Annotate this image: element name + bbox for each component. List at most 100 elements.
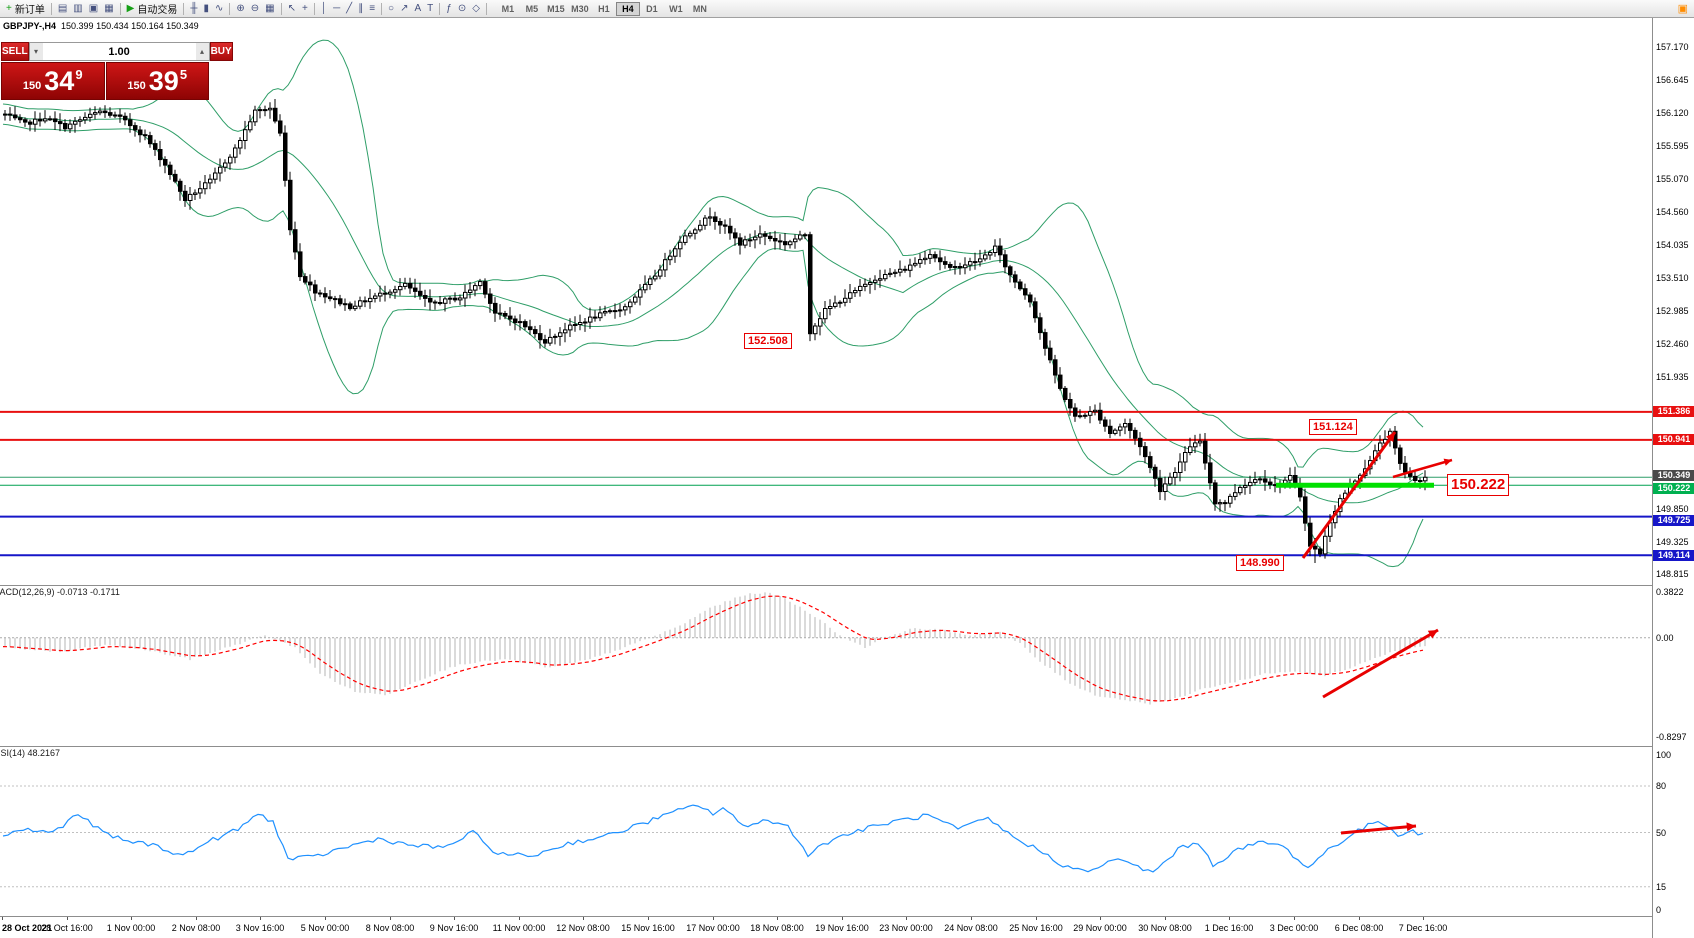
terminal-icon[interactable]: ▦	[101, 1, 116, 17]
time-tick	[325, 917, 326, 920]
time-tick	[842, 917, 843, 920]
timeframe-m30[interactable]: M30	[571, 3, 589, 14]
template-icon[interactable]: ◇	[469, 1, 483, 17]
crosshair-icon[interactable]: +	[299, 1, 311, 17]
time-axis-label: 9 Nov 16:00	[429, 923, 479, 933]
data-window-icon[interactable]: ▥	[70, 1, 85, 17]
text-icon-glyph: A	[414, 2, 422, 14]
zoom-out-icon-glyph: ⊖	[250, 2, 260, 14]
line-chart-icon[interactable]: ∿	[212, 1, 226, 17]
timeframe-h1[interactable]: H1	[598, 3, 610, 14]
time-tick	[131, 917, 132, 920]
price-chart[interactable]	[0, 18, 1652, 585]
timeframe-m5[interactable]: M5	[525, 3, 539, 14]
trend-arrow	[1392, 458, 1453, 479]
text-label-icon[interactable]: T	[424, 1, 436, 17]
volume-increase-button[interactable]: ▴	[195, 43, 209, 60]
toolbar-separator	[229, 2, 231, 15]
time-tick	[260, 917, 261, 920]
macd-signal-line	[2, 595, 1424, 702]
macd-histogram	[4, 592, 1426, 705]
timeframe-h4[interactable]: H4	[615, 1, 640, 16]
cursor-icon-glyph: ↖	[287, 2, 296, 14]
text-label-icon-glyph: T	[427, 2, 434, 14]
time-axis[interactable]: 28 Oct 2021 28 Oct 16:00 1 Nov 00:00 2 Nov …	[0, 917, 1652, 938]
price-callout: 150.222	[1447, 474, 1510, 496]
time-axis-label: 3 Dec 00:00	[1269, 923, 1319, 933]
price-axis[interactable]: 157.170 156.645 156.120 155.595 155.070 154.5…	[1652, 18, 1694, 938]
timeframe-w1[interactable]: W1	[669, 3, 683, 14]
volume-input[interactable]	[42, 43, 196, 60]
time-axis-label: 19 Nov 16:00	[815, 923, 869, 933]
price-tick-label: 154.035	[1656, 240, 1689, 250]
time-tick	[906, 917, 907, 920]
zoom-in-icon[interactable]: ⊕	[233, 1, 247, 17]
periods-icon[interactable]: ⊙	[455, 1, 469, 17]
panel-separator[interactable]	[0, 585, 1694, 586]
navigator-icon-glyph: ▣	[88, 2, 99, 14]
candlestick-chart-icon[interactable]: ▮	[200, 1, 212, 17]
shapes-icon[interactable]: ○	[385, 1, 397, 17]
sell-button[interactable]: SELL	[1, 42, 29, 61]
price-tick-label: 149.850	[1656, 504, 1689, 514]
toolbar-separator	[381, 2, 383, 15]
zoom-in-icon-glyph: ⊕	[236, 2, 245, 14]
toolbar-separator	[280, 2, 282, 15]
terminal-icon-glyph: ▦	[104, 2, 114, 14]
indicators-icon[interactable]: ƒ	[443, 1, 455, 17]
data-window-icon-glyph: ▥	[73, 2, 83, 14]
indicators-icon-glyph: ƒ	[446, 2, 452, 14]
time-axis-label: 8 Nov 08:00	[365, 923, 415, 933]
zoom-out-icon[interactable]: ⊖	[248, 1, 262, 17]
trend-arrow	[1301, 431, 1397, 559]
fibonacci-icon[interactable]: ≡	[366, 1, 378, 17]
price-callout: 152.508	[744, 333, 792, 350]
bar-chart-icon[interactable]: ╫	[187, 1, 200, 17]
time-tick	[1036, 917, 1037, 920]
new-order-icon[interactable]: + 新订单	[3, 1, 48, 17]
time-axis-label: 24 Nov 08:00	[944, 923, 998, 933]
tile-windows-icon[interactable]: ▦	[262, 1, 277, 17]
buy-price-button[interactable]: 150 39 5	[105, 62, 209, 100]
toolbar-separator	[119, 2, 121, 15]
shapes-icon-glyph: ○	[388, 2, 395, 14]
time-axis-label: 11 Nov 00:00	[492, 923, 546, 933]
rsi-level-lines	[0, 785, 1652, 888]
time-axis-label: 18 Nov 08:00	[750, 923, 804, 933]
bar-chart-icon-glyph: ╫	[190, 2, 198, 14]
market-watch-icon[interactable]: ▤	[55, 1, 70, 17]
navigator-icon[interactable]: ▣	[86, 1, 101, 17]
panel-separator[interactable]	[0, 746, 1694, 747]
bollinger-bands	[2, 39, 1424, 568]
buy-button[interactable]: BUY	[209, 42, 233, 61]
autotrading-icon[interactable]: ▶ 自动交易	[124, 1, 181, 17]
time-tick	[713, 917, 714, 920]
time-tick	[67, 917, 68, 920]
rsi-panel[interactable]	[0, 746, 1652, 916]
time-axis-label: 25 Nov 16:00	[1009, 923, 1063, 933]
toolbar-separator	[183, 2, 185, 15]
buy-price-pip: 5	[179, 67, 188, 82]
equidistant-channel-icon[interactable]: ∥	[355, 1, 366, 17]
arrows-tool-icon[interactable]: ↗	[397, 1, 411, 17]
panel-separator	[0, 916, 1694, 917]
timeframe-m1[interactable]: M1	[501, 3, 515, 14]
horizontal-line-icon[interactable]: ─	[330, 1, 343, 17]
time-tick	[1359, 917, 1360, 920]
toolbar-separator	[439, 2, 441, 15]
trendline-icon[interactable]: ╱	[343, 1, 355, 17]
sell-price-button[interactable]: 150 34 9	[1, 62, 105, 100]
cursor-icon[interactable]: ↖	[285, 1, 299, 17]
timeframe-d1[interactable]: D1	[646, 3, 658, 14]
timeframe-m15[interactable]: M15	[547, 3, 565, 14]
line-chart-icon-glyph: ∿	[214, 2, 224, 14]
volume-decrease-button[interactable]: ▾	[29, 43, 43, 60]
text-icon[interactable]: A	[411, 1, 424, 17]
trend-arrow	[1340, 822, 1417, 835]
vertical-line-icon[interactable]: │	[318, 1, 330, 17]
macd-panel[interactable]	[0, 585, 1652, 746]
notification-icon[interactable]: ▣	[1675, 1, 1691, 17]
timeframe-mn[interactable]: MN	[692, 3, 707, 14]
